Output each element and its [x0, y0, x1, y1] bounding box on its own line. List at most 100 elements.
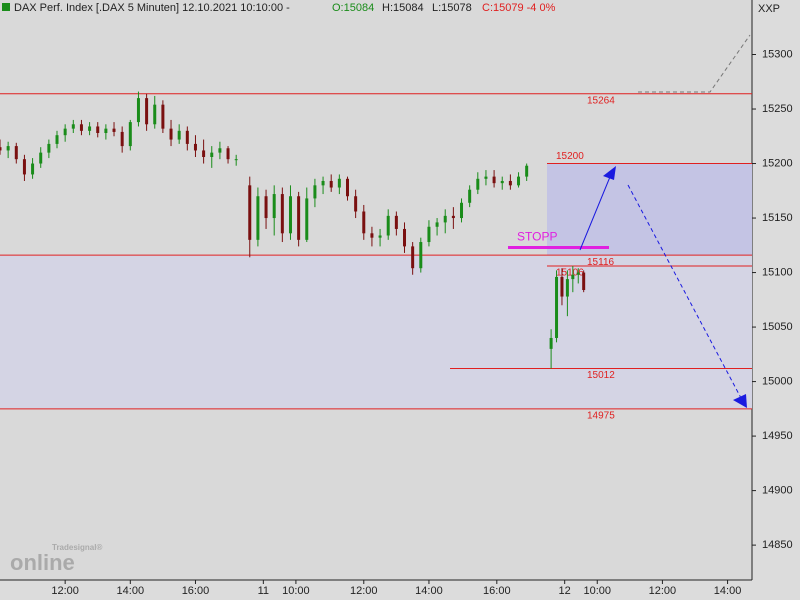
candle-body	[234, 159, 238, 161]
candle-body	[71, 124, 75, 129]
candle-body	[202, 150, 206, 157]
candle-body	[128, 122, 132, 147]
candle-body	[582, 272, 586, 290]
candle-body	[370, 233, 374, 238]
arrow-head	[603, 166, 616, 180]
header-symbol: DAX Perf. Index [.DAX 5 Minuten] 12.10.2…	[14, 2, 290, 14]
candle-body	[112, 128, 116, 132]
candle-body	[549, 337, 553, 349]
candle-body	[47, 143, 51, 153]
candle-body	[288, 196, 292, 234]
candle-body	[555, 276, 559, 338]
candle-body	[517, 176, 521, 186]
candle-body	[362, 211, 366, 234]
candle-body	[378, 235, 382, 238]
y-tick-label: 15300	[762, 48, 793, 60]
candle-body	[500, 180, 504, 184]
level-label: 15012	[587, 370, 615, 381]
logo-small: Tradesignal®	[52, 543, 102, 552]
level-label: 15200	[556, 151, 584, 162]
candle-body	[272, 194, 276, 219]
zone	[547, 163, 752, 256]
candle-body	[177, 130, 181, 140]
candle-body	[104, 128, 108, 134]
candle-body	[419, 242, 423, 269]
candle-body	[386, 215, 390, 236]
candle-body	[280, 194, 284, 234]
candle-body	[256, 196, 260, 240]
candle-body	[145, 98, 149, 125]
legend-square	[2, 3, 10, 11]
candle-body	[337, 178, 341, 188]
y-tick-label: 15250	[762, 103, 793, 115]
candle-body	[88, 126, 92, 131]
candle-body	[560, 276, 564, 297]
x-tick-label: 14:00	[714, 585, 742, 597]
candle-body	[492, 176, 496, 184]
candle-body	[120, 131, 124, 147]
candle-body	[525, 165, 529, 177]
candle-body	[6, 146, 10, 151]
candle-body	[185, 130, 189, 144]
candle-body	[411, 246, 415, 269]
candle-body	[443, 215, 447, 223]
candle-body	[321, 180, 325, 186]
candle-body	[210, 152, 214, 157]
arrow-up	[579, 171, 613, 251]
arrow-down	[627, 184, 742, 399]
candle-body	[226, 148, 230, 160]
x-tick-label: 11	[258, 585, 269, 597]
y-tick-label: 15150	[762, 212, 793, 224]
projection	[638, 34, 751, 93]
x-tick-label: 12	[559, 585, 571, 597]
logo-big: online	[10, 550, 75, 575]
x-tick-label: 12:00	[649, 585, 677, 597]
y-tick-label: 14950	[762, 430, 793, 442]
y-tick-label: 15050	[762, 321, 793, 333]
x-tick-label: 12:00	[51, 585, 79, 597]
candle-body	[354, 196, 358, 212]
candle-body	[427, 226, 431, 243]
candle-body	[31, 163, 35, 175]
x-tick-label: 16:00	[182, 585, 210, 597]
candle-body	[305, 198, 309, 240]
candle-body	[345, 178, 349, 197]
candle-body	[476, 178, 480, 190]
y-tick-label: 14900	[762, 485, 793, 497]
x-tick-label: 14:00	[415, 585, 443, 597]
level-label: 14975	[587, 410, 615, 421]
candle-body	[435, 222, 439, 227]
candle-body	[79, 124, 83, 131]
level-label: 15116	[587, 257, 615, 268]
candle-body	[484, 176, 488, 179]
candle-body	[14, 146, 18, 160]
candle-body	[193, 143, 197, 151]
y-tick-label: 14850	[762, 539, 793, 551]
candle-body	[63, 128, 67, 136]
x-tick-label: 10:00	[583, 585, 611, 597]
corner-label: XXP	[758, 3, 780, 15]
candle-body	[0, 147, 2, 151]
candle-body	[161, 104, 165, 129]
candle-body	[394, 215, 398, 229]
header-low: L:15078	[432, 2, 472, 14]
x-tick-label: 14:00	[117, 585, 145, 597]
y-tick-label: 15100	[762, 266, 793, 278]
header-open: O:15084	[332, 2, 374, 14]
candle-body	[451, 215, 455, 219]
candle-body	[460, 202, 464, 219]
candle-body	[264, 196, 268, 219]
candle-body	[22, 159, 26, 175]
zone	[0, 255, 752, 409]
x-tick-label: 12:00	[350, 585, 378, 597]
candle-body	[96, 126, 100, 134]
candle-body	[169, 128, 173, 140]
candle-body	[248, 185, 252, 240]
arrow-head	[733, 394, 747, 408]
x-axis-area	[0, 580, 752, 600]
stop-label: STOPP	[517, 230, 557, 244]
level-label: 15264	[587, 95, 615, 106]
x-tick-label: 16:00	[483, 585, 511, 597]
candle-body	[468, 189, 472, 203]
